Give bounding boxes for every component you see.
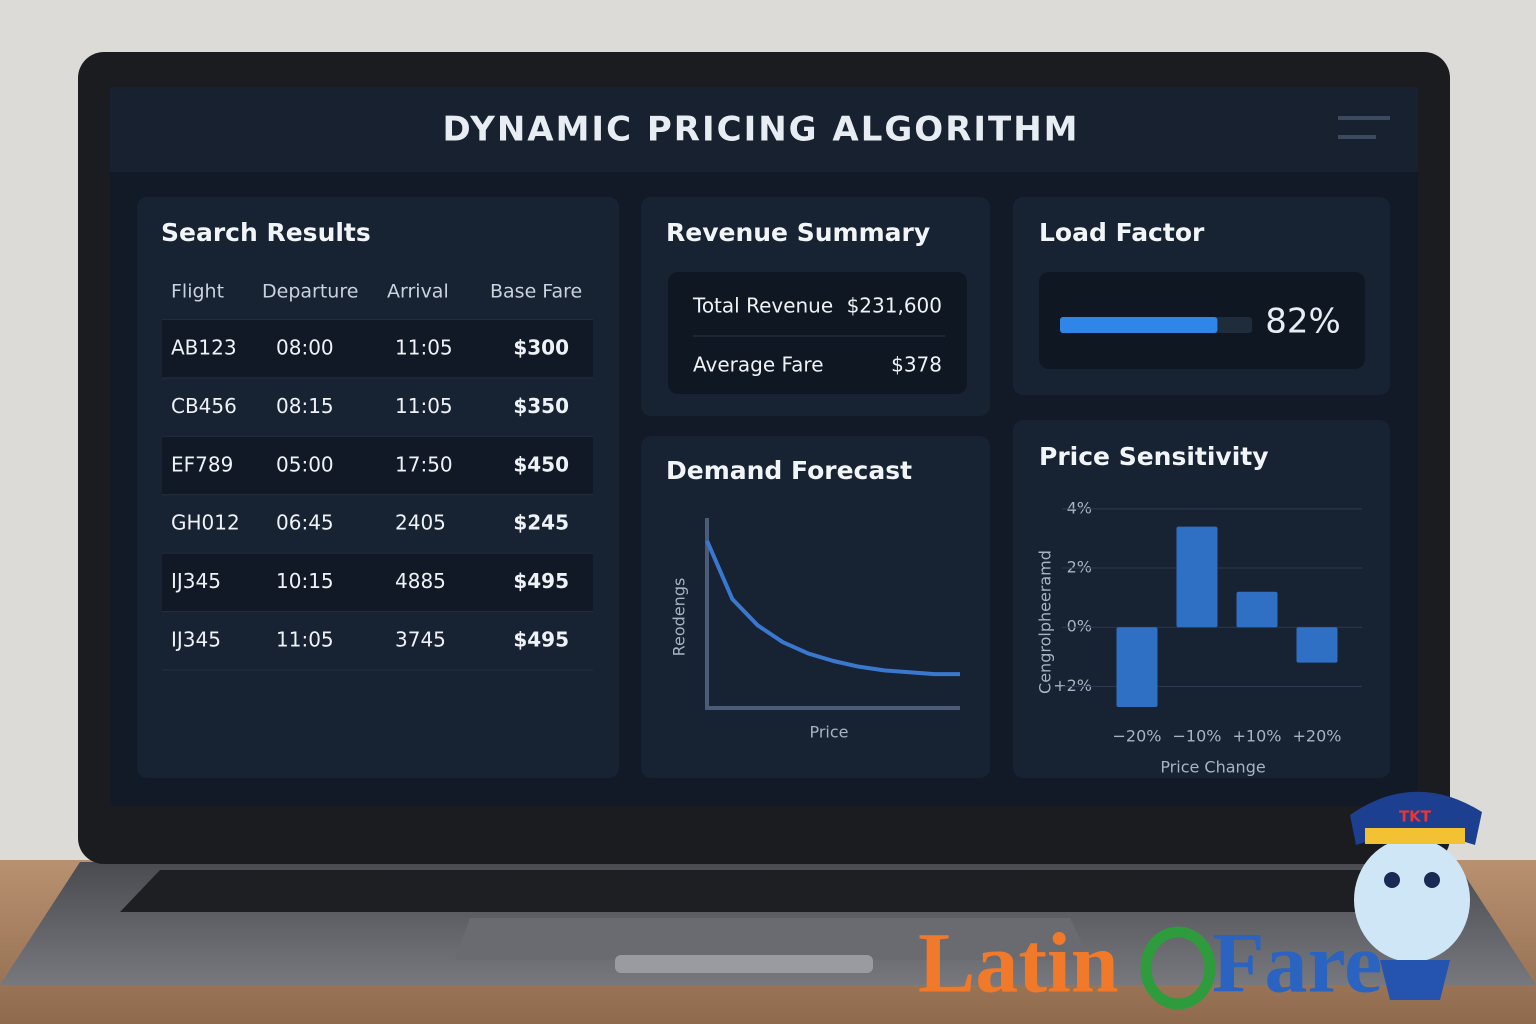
table-cell: 10:15 — [276, 569, 334, 593]
revenue-value: $378 — [891, 353, 942, 377]
table-cell: GH012 — [171, 511, 240, 535]
panel-title: Load Factor — [1039, 218, 1205, 247]
y-tick-label: 0% — [1067, 617, 1092, 636]
revenue-value: $231,600 — [847, 294, 942, 318]
table-cell: 17:50 — [395, 452, 453, 476]
mascot-eye — [1384, 872, 1400, 888]
x-axis-label: Price Change — [1160, 758, 1265, 777]
x-tick-label: −20% — [1113, 727, 1162, 746]
table-cell: $450 — [513, 452, 569, 476]
panel-title: Search Results — [161, 218, 371, 247]
mascot-eye — [1424, 872, 1440, 888]
menu-line — [1338, 116, 1390, 120]
x-tick-label: +10% — [1233, 727, 1282, 746]
progress-fill — [1060, 317, 1218, 333]
header-bar — [110, 87, 1418, 172]
table-cell: 3745 — [395, 628, 446, 652]
x-axis-label: Price — [809, 723, 848, 742]
logo-o — [1140, 926, 1216, 1010]
table-cell: 11:05 — [395, 336, 453, 360]
table-cell: $495 — [513, 628, 569, 652]
table-cell: CB456 — [171, 394, 237, 418]
trackpad — [455, 918, 1090, 960]
column-header: Departure — [262, 281, 358, 303]
bar — [1236, 591, 1278, 628]
x-tick-label: +20% — [1293, 727, 1342, 746]
row-stripe — [162, 436, 593, 495]
mascot-head — [1354, 838, 1470, 962]
table-cell: IJ345 — [171, 569, 221, 593]
menu-button[interactable] — [1338, 116, 1390, 139]
y-tick-label: +2% — [1053, 676, 1092, 695]
y-axis-label: Reodengs — [670, 578, 689, 657]
table-cell: $300 — [513, 336, 569, 360]
keyboard — [120, 870, 1420, 912]
logo-text: Fare — [1212, 915, 1382, 1011]
table-cell: $495 — [513, 569, 569, 593]
column-header: Base Fare — [490, 281, 582, 303]
table-cell: $350 — [513, 394, 569, 418]
panel-title: Demand Forecast — [666, 456, 912, 485]
demand-line — [705, 539, 960, 677]
revenue-label: Average Fare — [693, 353, 824, 377]
menu-line — [1338, 135, 1376, 139]
bar — [1296, 627, 1338, 663]
hat-badge: TKT — [1399, 808, 1432, 826]
load-value: 82% — [1265, 302, 1341, 342]
table-cell: 06:45 — [276, 511, 334, 535]
y-tick-label: 2% — [1067, 558, 1092, 577]
column-header: Arrival — [387, 281, 449, 303]
table-cell: 05:00 — [276, 452, 334, 476]
table-cell: 08:15 — [276, 394, 334, 418]
table-cell: 11:05 — [276, 628, 334, 652]
revenue-box — [668, 272, 967, 394]
y-axis-label: Cengrolpheeramd — [1036, 550, 1055, 694]
panel-title: Price Sensitivity — [1039, 442, 1269, 471]
table-cell: 08:00 — [276, 336, 334, 360]
demand-panel — [641, 436, 990, 778]
row-stripe — [162, 320, 593, 378]
header-title: DYNAMIC PRICING ALGORITHM — [442, 110, 1079, 150]
x-tick-label: −10% — [1173, 727, 1222, 746]
table-cell: IJ345 — [171, 628, 221, 652]
column-header: Flight — [171, 281, 224, 303]
bar — [1176, 526, 1218, 628]
logo-text: Latin — [918, 915, 1119, 1011]
notch — [615, 955, 873, 973]
hat-band — [1365, 828, 1465, 844]
bar — [1116, 627, 1158, 708]
y-tick-label: 4% — [1067, 498, 1092, 517]
revenue-label: Total Revenue — [692, 294, 833, 318]
table-cell: EF789 — [171, 452, 233, 476]
mascot-body — [1380, 960, 1450, 1000]
table-cell: $245 — [513, 511, 569, 535]
table-cell: 2405 — [395, 511, 446, 535]
table-cell: 4885 — [395, 569, 446, 593]
table-cell: AB123 — [171, 336, 237, 360]
mascot: TKT — [1350, 791, 1482, 1000]
table-cell: 11:05 — [395, 394, 453, 418]
panel-title: Revenue Summary — [666, 218, 930, 247]
row-stripe — [162, 553, 593, 612]
